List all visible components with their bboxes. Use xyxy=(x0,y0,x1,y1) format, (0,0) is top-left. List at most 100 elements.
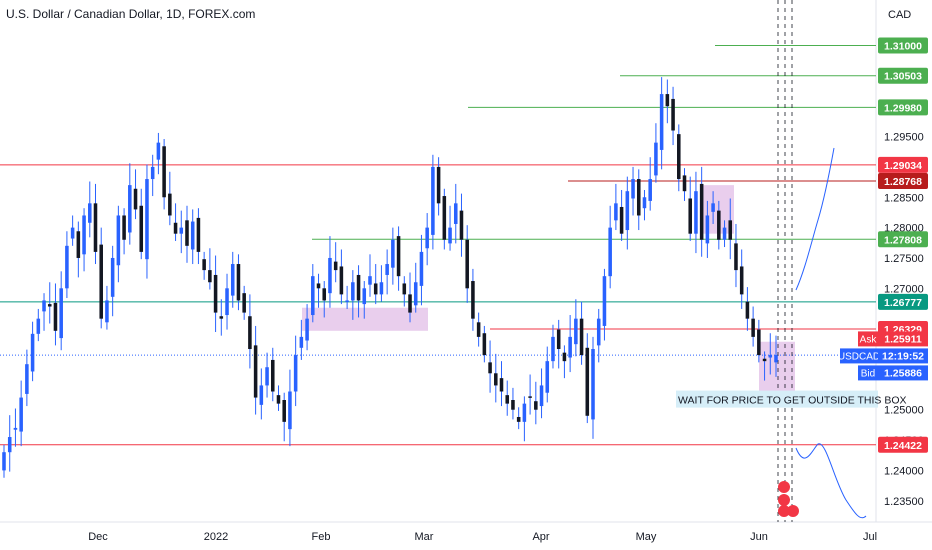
x-tick-label: Jun xyxy=(750,531,768,543)
candle-body xyxy=(65,245,69,289)
candle-body xyxy=(471,281,475,319)
candle-body xyxy=(488,362,492,374)
candle-body xyxy=(448,227,452,244)
candle-body xyxy=(282,399,286,422)
candle-body xyxy=(734,243,738,271)
candle-body xyxy=(173,222,178,234)
candle-body xyxy=(59,288,63,339)
candle-body xyxy=(705,215,710,244)
candle-body xyxy=(190,221,195,250)
level-price-label: 1.28768 xyxy=(884,176,922,188)
candle-body xyxy=(2,452,6,471)
candle-body xyxy=(185,220,189,246)
candle-body xyxy=(322,288,327,301)
candle-body xyxy=(728,220,733,240)
level-price-label: 1.26777 xyxy=(884,297,922,309)
candle-body xyxy=(694,191,698,234)
candle-body xyxy=(19,397,23,432)
candle-body xyxy=(196,217,201,252)
candle-body xyxy=(13,427,18,430)
candle-body xyxy=(699,183,704,240)
candle-body xyxy=(156,142,161,160)
candle-body xyxy=(574,318,578,345)
candle-body xyxy=(7,437,12,453)
candle-body xyxy=(276,395,281,404)
canada-flag-icon xyxy=(787,505,799,517)
candle-body xyxy=(522,403,527,422)
candle-body xyxy=(511,399,515,410)
candle-body xyxy=(545,361,550,393)
candle-body xyxy=(739,266,744,295)
candle-body xyxy=(436,166,441,204)
candle-body xyxy=(722,227,727,240)
candle-body xyxy=(413,282,418,306)
ask-price-tag xyxy=(878,331,928,347)
candle-body xyxy=(145,179,149,260)
candle-body xyxy=(293,355,298,392)
candle-body xyxy=(253,345,258,398)
level-price-label: 1.27808 xyxy=(884,234,922,246)
x-tick-label: Mar xyxy=(415,531,434,543)
candle-body xyxy=(539,385,544,407)
candle-body xyxy=(534,401,538,410)
candle-body xyxy=(150,166,155,180)
candle-body xyxy=(168,193,172,216)
candle-body xyxy=(453,203,458,224)
candle-body xyxy=(36,318,41,334)
candle-body xyxy=(745,301,750,319)
ask-label: Ask xyxy=(860,334,878,345)
candle-body xyxy=(259,385,264,405)
candle-body xyxy=(373,283,378,295)
canada-flag-icon xyxy=(778,494,790,506)
candle-body xyxy=(339,266,344,295)
candle-body xyxy=(768,355,773,358)
level-price-label: 1.29034 xyxy=(884,160,922,172)
candle-body xyxy=(528,396,532,398)
x-tick-label: Apr xyxy=(532,531,549,543)
candle-body xyxy=(391,239,395,268)
candle-body xyxy=(671,98,675,131)
candle-body xyxy=(242,293,246,313)
bid-price: 1.25886 xyxy=(884,367,922,379)
x-tick-label: Jul xyxy=(863,531,877,543)
x-tick-label: 2022 xyxy=(204,531,228,543)
candle-body xyxy=(665,94,670,107)
candle-body xyxy=(288,391,292,430)
us-flag-icon xyxy=(778,481,790,493)
x-tick-label: Dec xyxy=(88,531,108,543)
candle-body xyxy=(236,264,241,301)
bid-tag xyxy=(858,365,878,381)
level-price-label: 1.24422 xyxy=(884,440,922,452)
candle-body xyxy=(345,300,349,302)
candle-body xyxy=(648,179,652,201)
candle-body xyxy=(659,94,664,150)
countdown-time: 12:19:52 xyxy=(882,350,924,362)
candle-body xyxy=(631,179,635,199)
candle-body xyxy=(762,358,767,362)
candle-body xyxy=(425,227,429,249)
candle-body xyxy=(105,300,109,323)
level-price-tag xyxy=(878,436,928,453)
countdown-tag xyxy=(878,348,928,364)
candle-body xyxy=(396,236,401,277)
candle-body xyxy=(642,197,647,209)
level-price-tag xyxy=(878,231,928,248)
range-box-feb xyxy=(302,307,428,331)
level-price-label: 1.29980 xyxy=(884,102,922,114)
level-price-label: 1.30503 xyxy=(884,71,922,83)
candle-body xyxy=(305,318,309,341)
candle-body xyxy=(494,373,498,386)
level-price-tag xyxy=(878,67,928,84)
candle-body xyxy=(408,294,412,313)
candle-body xyxy=(602,276,607,326)
candle-body xyxy=(70,227,75,239)
level-price-tag xyxy=(878,293,928,310)
level-price-tag xyxy=(878,99,928,116)
y-tick-label: 1.28500 xyxy=(884,192,924,204)
level-price-tag xyxy=(878,156,928,173)
candle-body xyxy=(625,191,630,231)
candle-body xyxy=(362,288,367,305)
price-axis-pane xyxy=(876,0,932,550)
